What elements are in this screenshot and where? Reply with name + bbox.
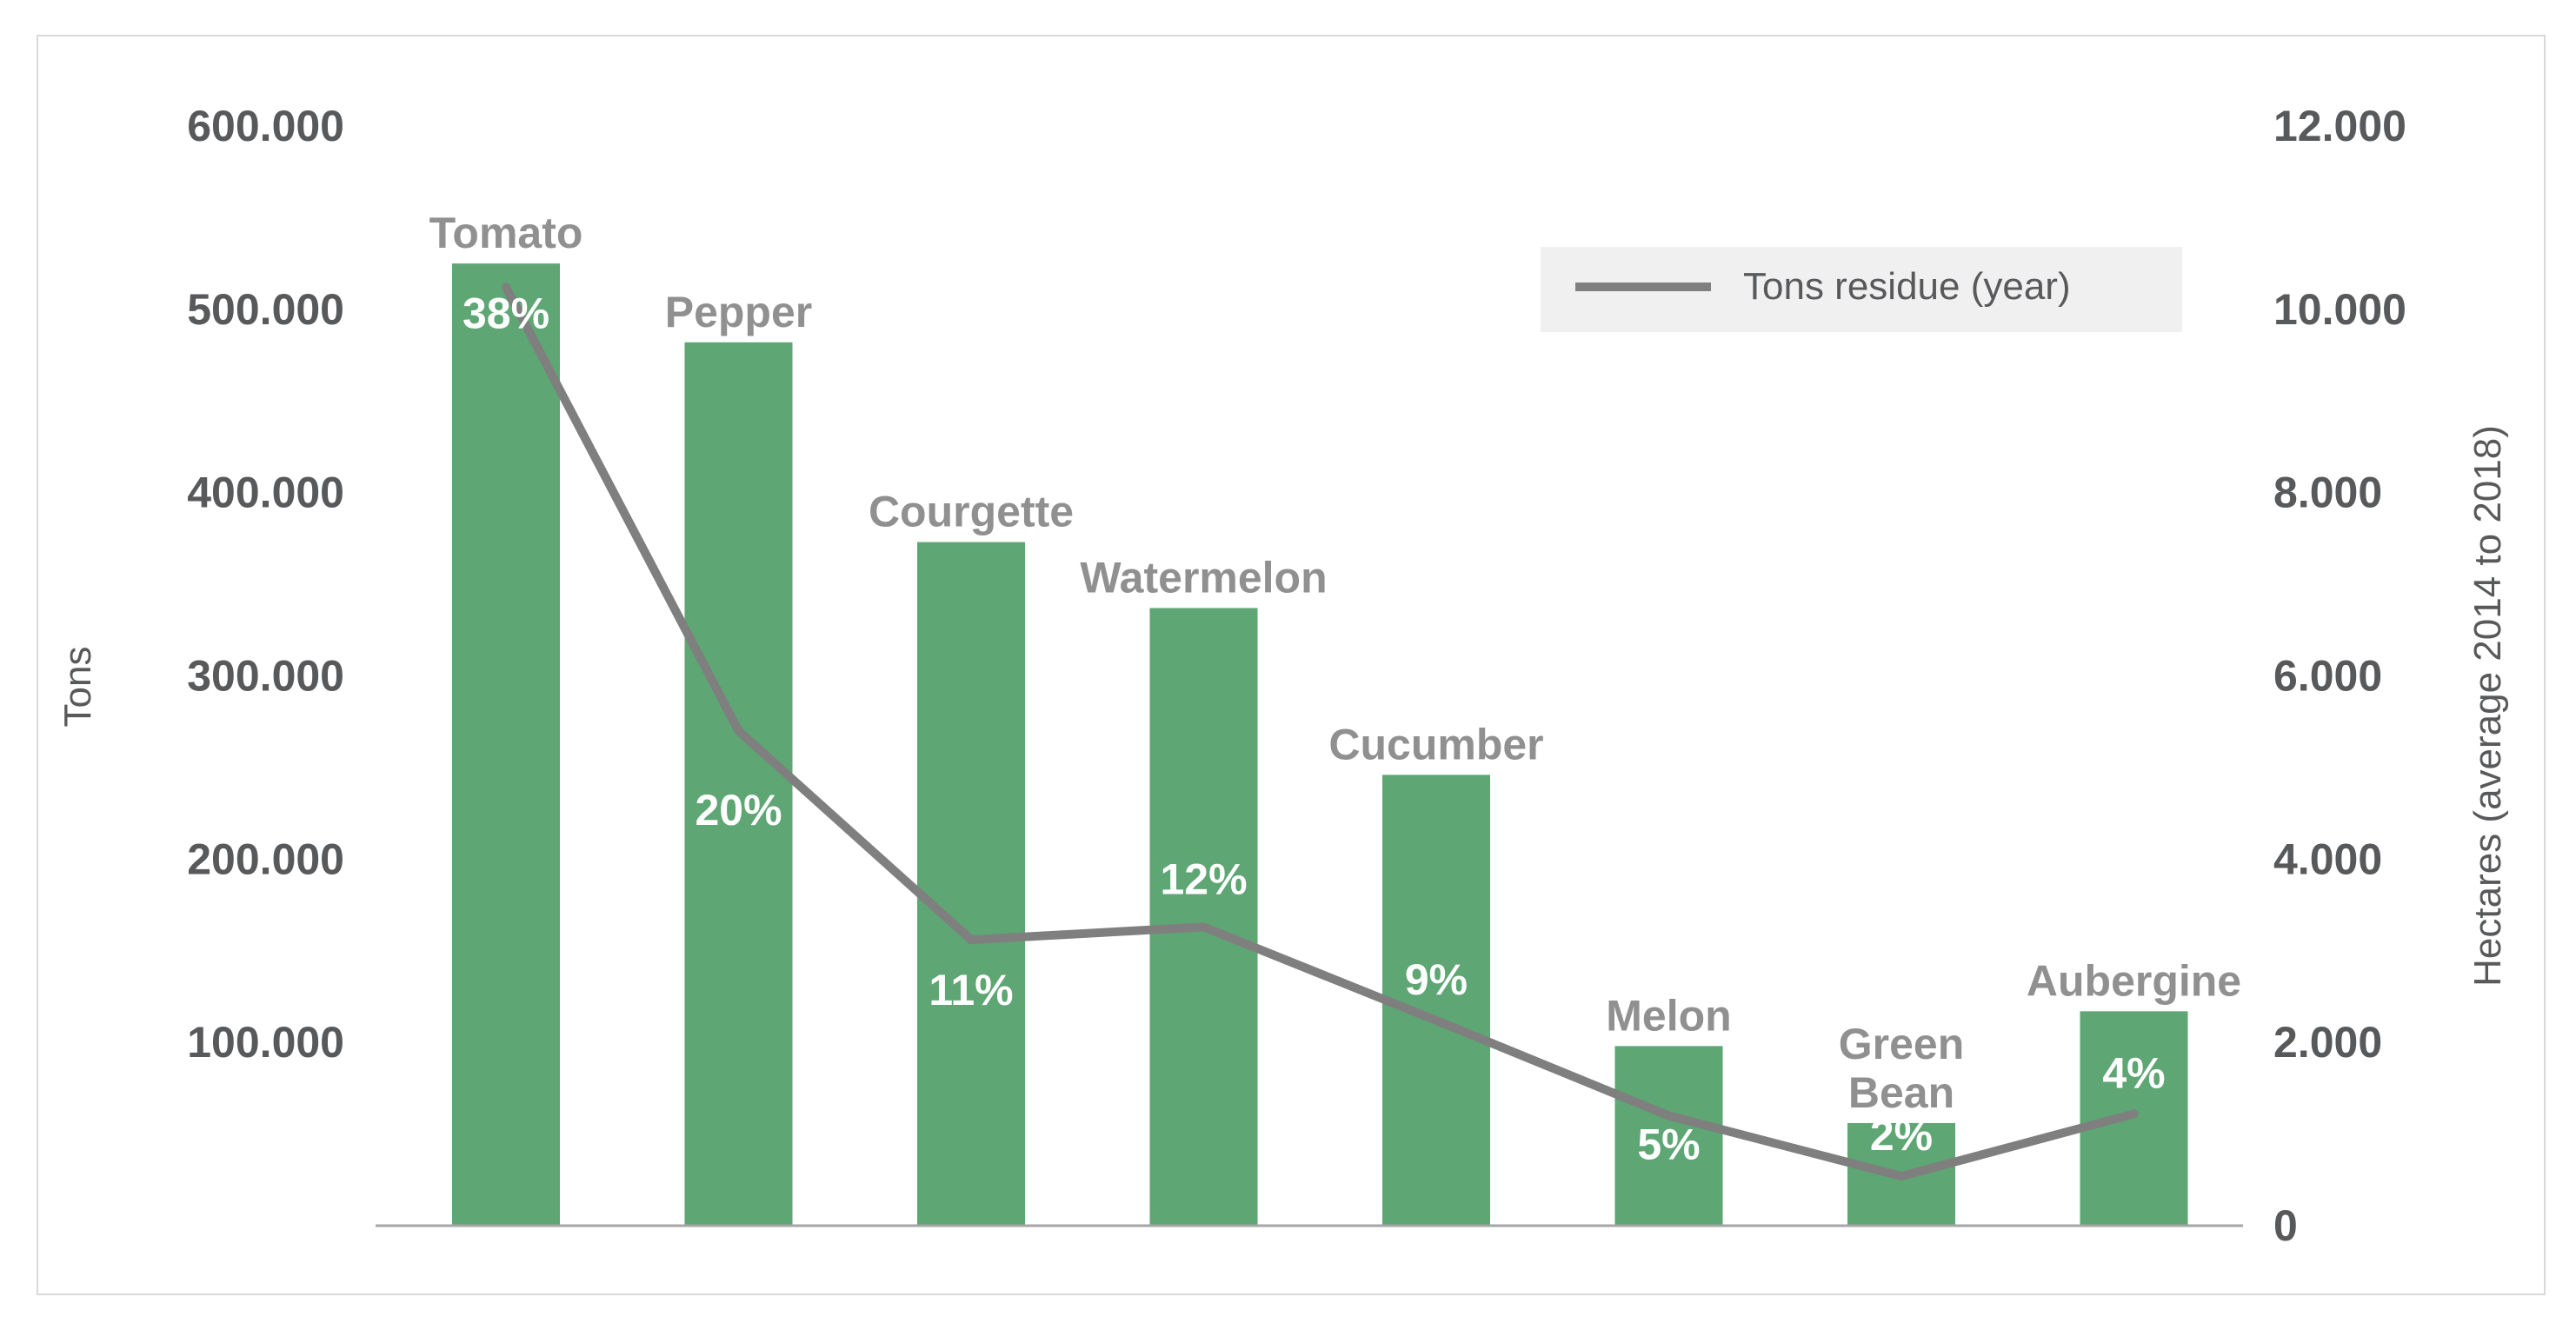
series-line (502, 283, 2139, 1181)
category-label: Melon (1606, 991, 1731, 1040)
percent-label: 11% (929, 966, 1013, 1014)
y-tick-label: 400.000 (187, 469, 344, 517)
left-axis-ticks: 100.000 200.000 300.000 400.000 500.000 600.0… (187, 102, 344, 1067)
y-axis-title: Tons (57, 647, 99, 728)
percent-label: 20% (695, 786, 782, 835)
bar (1382, 775, 1490, 1226)
legend: Tons residue (year) (1541, 247, 2182, 332)
bar (1614, 1046, 1723, 1226)
percent-labels: 38% 20% 11% 12% 9% 5% 2% 4% (463, 289, 2166, 1169)
y-tick-label: 600.000 (187, 102, 344, 150)
percent-label: 4% (2102, 1048, 2165, 1097)
percent-label: 2% (1870, 1111, 1933, 1160)
bar (1149, 608, 1258, 1226)
y-tick-label: 500.000 (187, 285, 344, 334)
line-series (502, 283, 2139, 1181)
bar (684, 342, 793, 1226)
category-label: Bean (1848, 1068, 1954, 1117)
category-label: Watermelon (1080, 553, 1327, 602)
y2-tick-label: 0 (2273, 1201, 2298, 1250)
bar (452, 263, 560, 1226)
bar (917, 542, 1025, 1226)
y-tick-label: 100.000 (187, 1018, 344, 1067)
y2-tick-label: 10.000 (2273, 285, 2406, 334)
category-label: Aubergine (2027, 956, 2241, 1005)
percent-label: 38% (463, 289, 549, 338)
bars (452, 263, 2188, 1226)
y2-tick-label: 4.000 (2273, 835, 2382, 883)
bar (2080, 1011, 2188, 1226)
percent-label: 5% (1637, 1121, 1700, 1169)
category-label: Courgette (869, 488, 1074, 536)
right-axis-ticks: 0 2.000 4.000 6.000 8.000 10.000 12.000 (2273, 102, 2406, 1250)
y2-tick-label: 2.000 (2273, 1018, 2382, 1067)
y-tick-label: 300.000 (187, 652, 344, 701)
y-tick-label: 200.000 (187, 835, 344, 883)
y2-tick-label: 8.000 (2273, 469, 2382, 517)
category-label: Cucumber (1328, 720, 1543, 768)
legend-label: Tons residue (year) (1743, 265, 2071, 308)
category-label: Tomato (429, 209, 583, 257)
percent-label: 12% (1160, 855, 1247, 903)
percent-label: 9% (1405, 955, 1468, 1004)
category-label: Green (1839, 1020, 1965, 1068)
y2-axis-title: Hectares (average 2014 to 2018) (2466, 425, 2509, 987)
category-label: Pepper (665, 288, 813, 336)
y2-tick-label: 6.000 (2273, 652, 2382, 701)
y2-tick-label: 12.000 (2273, 102, 2406, 150)
